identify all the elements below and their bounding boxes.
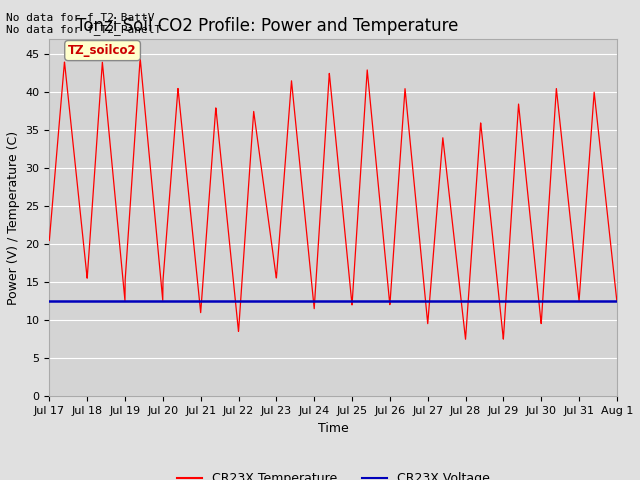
Text: No data for f_T2_BattV
No data for f_T2_PanelT: No data for f_T2_BattV No data for f_T2_… <box>6 12 162 36</box>
X-axis label: Time: Time <box>317 421 349 435</box>
Text: Tonzi Soil CO2 Profile: Power and Temperature: Tonzi Soil CO2 Profile: Power and Temper… <box>76 16 458 35</box>
Legend: CR23X Temperature, CR23X Voltage: CR23X Temperature, CR23X Voltage <box>172 467 495 480</box>
Y-axis label: Power (V) / Temperature (C): Power (V) / Temperature (C) <box>7 131 20 305</box>
Text: TZ_soilco2: TZ_soilco2 <box>68 44 137 57</box>
